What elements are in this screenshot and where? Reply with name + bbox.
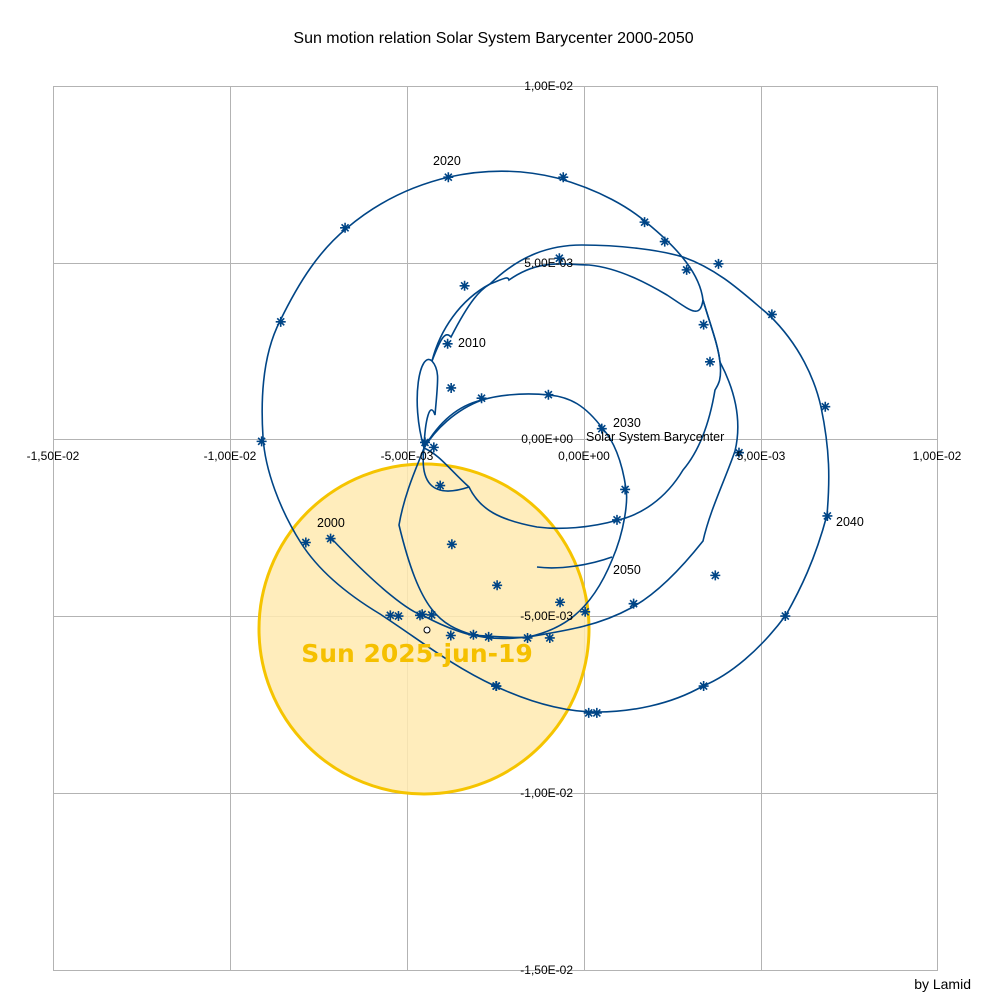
year-label-2010: 2010 xyxy=(458,336,486,350)
data-markers xyxy=(256,172,833,718)
asterisk-marker-icon xyxy=(522,632,533,643)
asterisk-marker-icon xyxy=(325,533,336,544)
asterisk-marker-icon xyxy=(558,172,569,183)
y-tick: 0,00E+00 xyxy=(521,432,573,446)
y-tick: 5,00E-03 xyxy=(524,256,573,270)
asterisk-marker-icon xyxy=(766,309,777,320)
x-tick: -1,00E-02 xyxy=(204,449,257,463)
sun-center-marker xyxy=(423,626,431,634)
asterisk-marker-icon xyxy=(554,253,565,264)
asterisk-marker-icon xyxy=(446,539,457,550)
y-tick: -5,00E-03 xyxy=(520,609,573,623)
x-tick: -1,50E-02 xyxy=(27,449,80,463)
x-tick: 1,00E-02 xyxy=(913,449,962,463)
asterisk-marker-icon xyxy=(492,580,503,591)
asterisk-marker-icon xyxy=(681,264,692,275)
asterisk-marker-icon xyxy=(733,447,744,458)
asterisk-marker-icon xyxy=(555,597,566,608)
asterisk-marker-icon xyxy=(543,389,554,400)
asterisk-marker-icon xyxy=(820,401,831,412)
asterisk-marker-icon xyxy=(445,630,456,641)
y-tick: -1,00E-02 xyxy=(520,786,573,800)
asterisk-marker-icon xyxy=(639,217,650,228)
x-tick: -5,00E-03 xyxy=(381,449,434,463)
asterisk-marker-icon xyxy=(483,631,494,642)
asterisk-marker-icon xyxy=(713,258,724,269)
asterisk-marker-icon xyxy=(628,598,639,609)
sun-path xyxy=(261,170,830,713)
year-label-2020: 2020 xyxy=(433,154,461,168)
asterisk-marker-icon xyxy=(443,172,454,183)
asterisk-marker-icon xyxy=(428,442,439,453)
asterisk-marker-icon xyxy=(659,236,670,247)
asterisk-marker-icon xyxy=(698,681,709,692)
asterisk-marker-icon xyxy=(780,611,791,622)
asterisk-marker-icon xyxy=(393,611,404,622)
asterisk-marker-icon xyxy=(583,707,594,718)
asterisk-marker-icon xyxy=(596,423,607,434)
asterisk-marker-icon xyxy=(822,510,833,521)
asterisk-marker-icon xyxy=(710,570,721,581)
asterisk-marker-icon xyxy=(459,280,470,291)
asterisk-marker-icon xyxy=(620,484,631,495)
year-label-2040: 2040 xyxy=(836,515,864,529)
asterisk-marker-icon xyxy=(442,338,453,349)
asterisk-marker-icon xyxy=(446,382,457,393)
asterisk-marker-icon xyxy=(580,606,591,617)
asterisk-marker-icon xyxy=(698,319,709,330)
asterisk-marker-icon xyxy=(435,480,446,491)
asterisk-marker-icon xyxy=(300,537,311,548)
y-tick: 1,00E-02 xyxy=(524,79,573,93)
year-label-2000: 2000 xyxy=(317,516,345,530)
asterisk-marker-icon xyxy=(611,514,622,525)
asterisk-marker-icon xyxy=(591,707,602,718)
asterisk-marker-icon xyxy=(419,437,430,448)
asterisk-marker-icon xyxy=(275,316,286,327)
asterisk-marker-icon xyxy=(468,629,479,640)
x-tick: 0,00E+00 xyxy=(558,449,610,463)
asterisk-marker-icon xyxy=(491,681,502,692)
year-label-2050: 2050 xyxy=(613,563,641,577)
y-tick: -1,50E-02 xyxy=(520,963,573,977)
asterisk-marker-icon xyxy=(385,610,396,621)
asterisk-marker-icon xyxy=(704,356,715,367)
asterisk-marker-icon xyxy=(426,609,437,620)
asterisk-marker-icon xyxy=(544,632,555,643)
barycenter-label: Solar System Barycenter xyxy=(586,430,724,444)
x-tick: 5,00E-03 xyxy=(737,449,786,463)
asterisk-marker-icon xyxy=(415,610,426,621)
author-credit: by Lamid xyxy=(914,976,971,992)
x-axis-ticks: -1,50E-02 -1,00E-02 -5,00E-03 0,00E+00 5… xyxy=(27,449,962,463)
sun-label: Sun 2025-jun-19 xyxy=(301,639,533,668)
asterisk-marker-icon xyxy=(256,436,267,447)
asterisk-marker-icon xyxy=(340,222,351,233)
asterisk-marker-icon xyxy=(476,393,487,404)
y-axis-ticks: 1,00E-02 5,00E-03 0,00E+00 -5,00E-03 -1,… xyxy=(520,79,573,977)
chart-title: Sun motion relation Solar System Barycen… xyxy=(293,30,694,47)
year-label-2030: 2030 xyxy=(613,416,641,430)
